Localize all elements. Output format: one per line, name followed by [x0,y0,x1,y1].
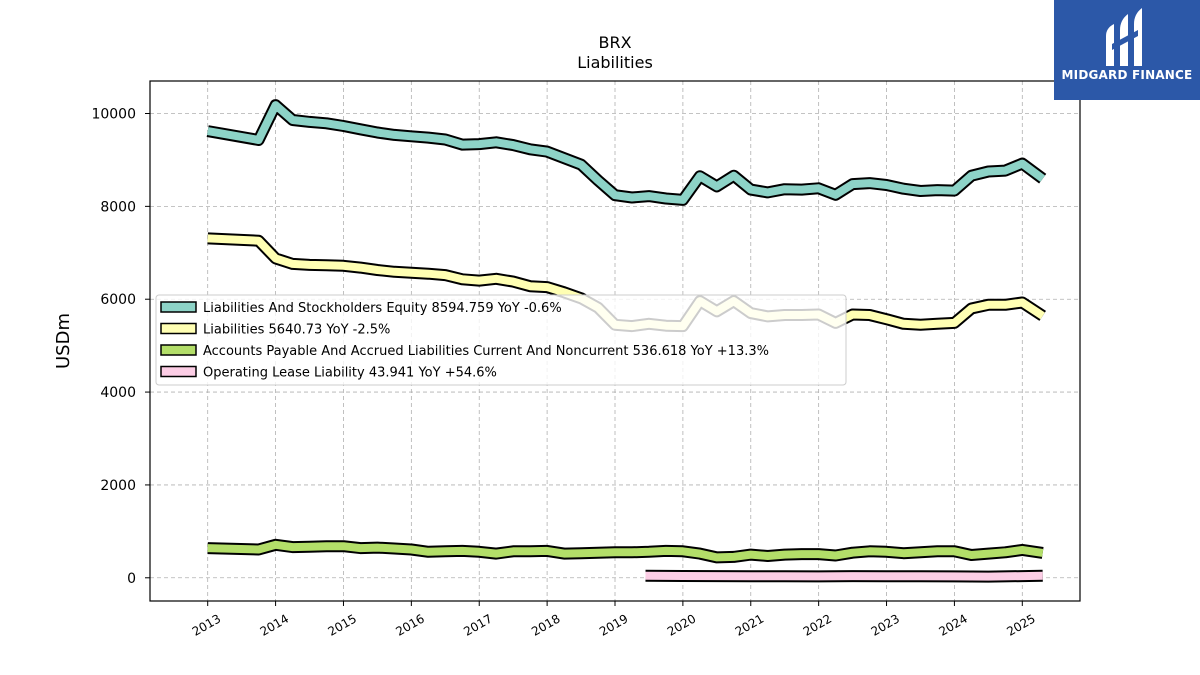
series-line-4 [645,571,1043,581]
series-layer [206,99,1047,583]
x-tick-label: 2024 [936,611,969,638]
x-axis: 2013 2014 2015 2016 2017 2018 2019 2020 2021 2022… [190,601,1038,639]
x-tick-label: 2025 [1004,611,1037,638]
legend-swatch [160,365,197,378]
series-line-3 [207,540,1044,562]
x-tick-label: 2013 [190,611,223,638]
x-tick-label: 2014 [258,611,291,638]
y-tick-label: 2000 [100,478,136,494]
legend-entry: Liabilities 5640.73 YoY -2.5% [203,323,390,338]
legend-entry: Accounts Payable And Accrued Liabilities… [203,344,769,359]
y-axis: 0 2000 4000 6000 8000 10000 [91,107,150,587]
x-tick-label: 2023 [869,611,902,638]
series-line-1 [207,101,1046,204]
chart-subtitle: Liabilities [577,53,653,72]
legend-swatch [160,344,197,356]
y-tick-label: 0 [127,571,136,587]
x-tick-label: 2015 [326,611,359,638]
legend-swatch [160,301,197,313]
y-tick-label: 6000 [100,292,136,308]
y-tick-label: 8000 [100,199,136,215]
legend-box [155,294,847,386]
y-tick-label: 4000 [100,385,136,401]
x-tick-label: 2022 [801,611,834,638]
y-axis-label: USDm [53,313,74,369]
y-tick-label: 10000 [91,107,136,123]
x-tick-label: 2020 [665,611,698,638]
logo-mark-icon [1106,8,1142,66]
x-tick-label: 2021 [733,611,766,638]
brand-logo: MIDGARD FINANCE [1054,0,1200,100]
series-line-outline-1 [206,99,1047,206]
x-tick-label: 2016 [393,611,426,638]
legend-entry: Operating Lease Liability 43.941 YoY +54… [203,366,497,381]
legend-entry: Liabilities And Stockholders Equity 8594… [203,301,562,316]
chart-title: BRX [598,33,631,52]
legend: Liabilities And Stockholders Equity 8594… [155,294,847,386]
x-tick-label: 2019 [597,611,630,638]
logo-text: MIDGARD FINANCE [1061,68,1193,82]
legend-swatch [160,322,197,335]
x-tick-label: 2018 [529,611,562,638]
x-tick-label: 2017 [461,611,494,638]
